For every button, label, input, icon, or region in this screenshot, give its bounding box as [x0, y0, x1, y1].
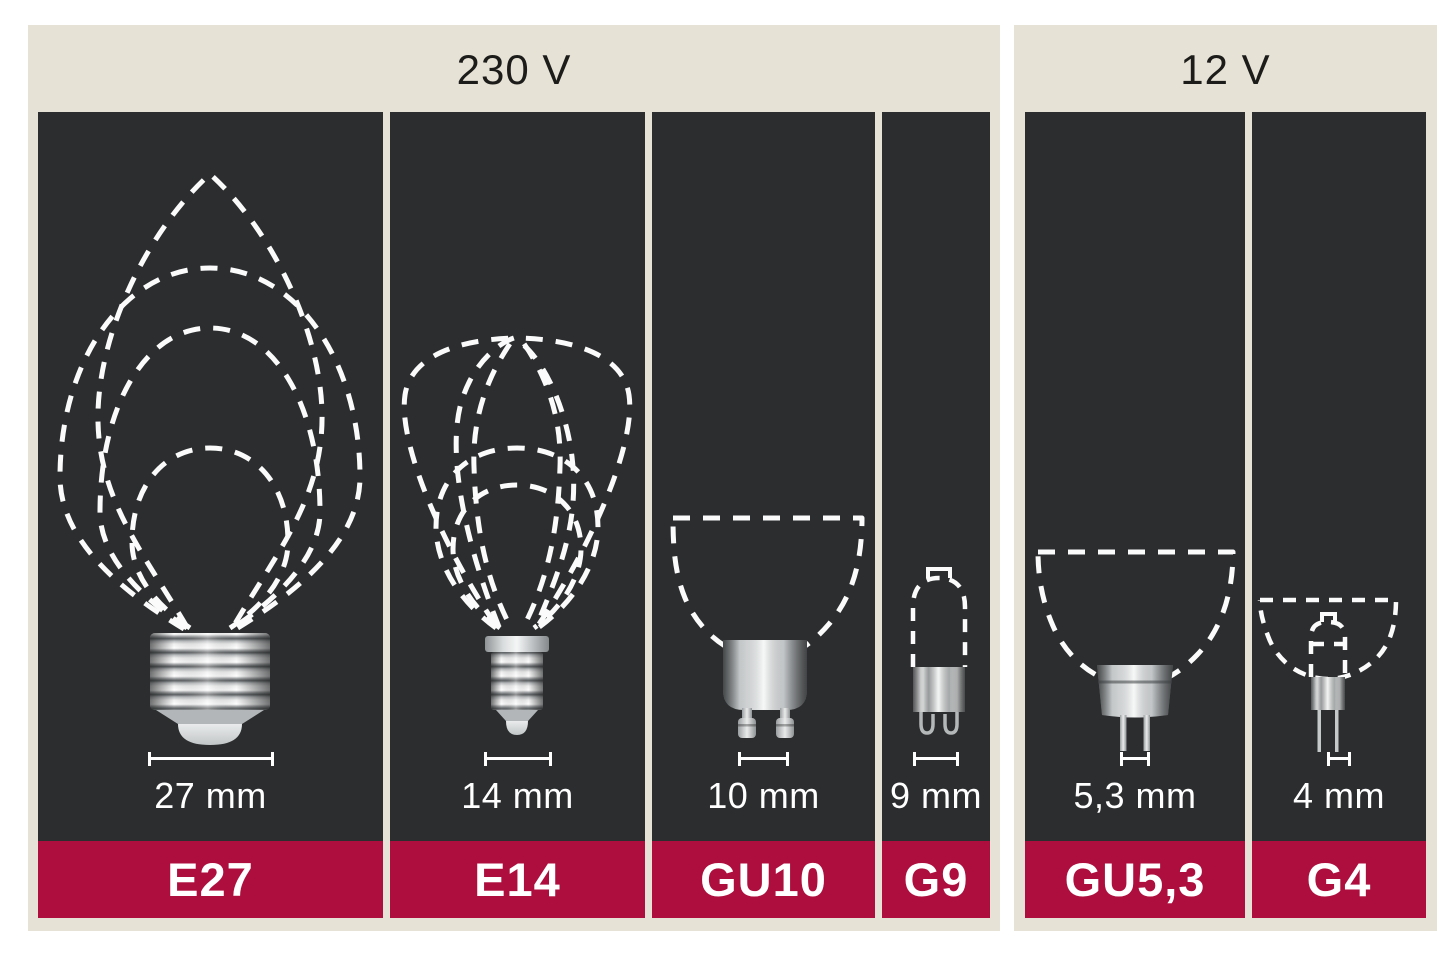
e27-bulb-shapes-icon: [57, 171, 363, 745]
panel-title-230v: 230 V: [456, 46, 572, 93]
gu10-label: GU10: [700, 853, 827, 906]
e27-diameter-label: 27 mm: [154, 775, 267, 816]
g4-measure-bracket: [1327, 752, 1351, 766]
g9-measure-bracket: [913, 752, 959, 766]
g9-measure: 9 mm: [882, 752, 990, 817]
column-e14: 14 mm E14: [390, 112, 645, 918]
g9-label: G9: [903, 853, 969, 906]
e27-banner: E27: [38, 841, 383, 918]
g9-bulb-shapes-icon: [910, 567, 968, 735]
gu10-banner: GU10: [652, 841, 875, 918]
panel-230v: 230 V: [28, 25, 1000, 931]
gu10-bulb-shapes-icon: [670, 515, 865, 738]
e27-label: E27: [167, 853, 254, 906]
columns-230v: 27 mm E27: [28, 112, 1000, 918]
e27-measure-bracket: [147, 752, 274, 766]
gu53-diagram-area: 5,3 mm: [1025, 112, 1245, 841]
e14-bulb-shapes-icon: [401, 335, 633, 735]
e14-measure-bracket: [483, 752, 552, 766]
gu53-measure-bracket: [1120, 752, 1150, 766]
columns-12v: 5,3 mm GU5,3: [1014, 112, 1437, 918]
panel-title-12v: 12 V: [1180, 46, 1271, 93]
g4-diagram-area: 4 mm: [1252, 112, 1426, 841]
g9-banner: G9: [882, 841, 990, 918]
g4-banner: G4: [1252, 841, 1426, 918]
gu10-measure: 10 mm: [652, 752, 875, 817]
g4-diameter-label: 4 mm: [1293, 775, 1385, 816]
g4-measure: 4 mm: [1252, 752, 1426, 817]
column-g9: 9 mm G9: [882, 112, 990, 918]
g4-bulb-shapes-icon: [1257, 597, 1399, 752]
column-gu53: 5,3 mm GU5,3: [1025, 112, 1245, 918]
gu10-base: [723, 640, 807, 738]
e14-banner: E14: [390, 841, 645, 918]
e27-screw-base: [150, 633, 270, 745]
gu10-diagram-area: 10 mm: [652, 112, 875, 841]
gu53-bulb-shapes-icon: [1035, 549, 1236, 751]
e14-diameter-label: 14 mm: [461, 775, 574, 816]
gu53-base: [1097, 665, 1173, 751]
gu53-diameter-label: 5,3 mm: [1073, 775, 1197, 816]
gu10-diameter-label: 10 mm: [707, 775, 820, 816]
g4-label: G4: [1306, 853, 1372, 906]
g9-diagram-area: 9 mm: [882, 112, 990, 841]
gu53-label: GU5,3: [1064, 853, 1206, 906]
e27-measure: 27 mm: [38, 752, 383, 817]
e14-label: E14: [474, 853, 561, 906]
column-g4: 4 mm G4: [1252, 112, 1426, 918]
column-gu10: 10 mm GU10: [652, 112, 875, 918]
g4-base: [1311, 677, 1345, 752]
gu53-banner: GU5,3: [1025, 841, 1245, 918]
e14-diagram-area: 14 mm: [390, 112, 645, 841]
e27-diagram-area: 27 mm: [38, 112, 383, 841]
g9-diameter-label: 9 mm: [890, 775, 982, 816]
gu10-measure-bracket: [738, 752, 789, 766]
e14-measure: 14 mm: [390, 752, 645, 817]
g9-base: [913, 667, 965, 735]
e14-screw-base: [485, 636, 549, 735]
panel-12v: 12 V: [1014, 25, 1437, 931]
gu53-measure: 5,3 mm: [1025, 752, 1245, 817]
column-e27: 27 mm E27: [38, 112, 383, 918]
